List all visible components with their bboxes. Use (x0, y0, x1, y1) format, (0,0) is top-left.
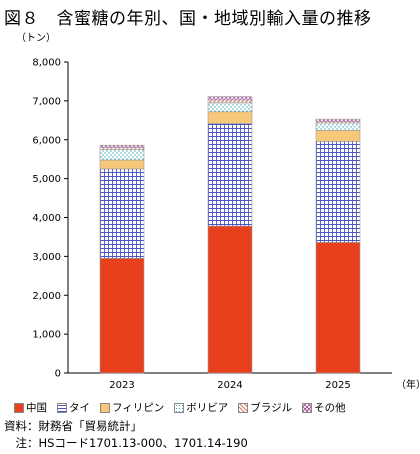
legend-swatch (57, 402, 67, 413)
bar-segment (315, 118, 361, 122)
legend: 中国 タイ フィリピン ボリビア ブラジル その他 (14, 400, 356, 415)
legend-label: タイ (69, 402, 90, 414)
y-tick-label: 4,000 (32, 213, 61, 224)
x-tick-label: 2023 (109, 380, 134, 391)
bar-segment (207, 96, 253, 101)
stacked-bar-chart: （トン） （年） 0 1,000 2,000 3,000 4,000 5,000 6,000… (16, 32, 420, 392)
legend-label: フィリピン (112, 402, 165, 414)
legend-item: ブラジル (238, 400, 292, 415)
legend-swatch (238, 402, 249, 413)
bar-segment (207, 102, 253, 113)
legend-item: その他 (302, 400, 346, 415)
y-tick-label: 6,000 (32, 135, 61, 146)
legend-swatch (174, 402, 185, 413)
bar-segment (99, 258, 145, 374)
bar-segment (207, 123, 253, 227)
x-tick-label: 2025 (325, 380, 350, 391)
legend-swatch (302, 402, 313, 413)
bar-segment (315, 141, 361, 243)
x-axis-label: （年） (396, 378, 420, 391)
y-tick-label: 0 (55, 369, 61, 380)
legend-item: ボリビア (174, 400, 228, 415)
legend-swatch (100, 402, 110, 413)
bar-segment (315, 130, 361, 142)
hs-code-note: 注：HSコード1701.13-000、1701.14-190 (4, 436, 248, 450)
y-tick-label: 3,000 (32, 252, 61, 263)
legend-item: フィリピン (100, 400, 164, 415)
bar-segment (207, 111, 253, 124)
y-axis-label: （トン） (16, 32, 56, 44)
tick-labels: 0 1,000 2,000 3,000 4,000 5,000 6,000 7,000 8,00… (32, 58, 350, 392)
bar-segment (99, 168, 145, 259)
y-tick-label: 7,000 (32, 96, 61, 107)
y-tick-label: 8,000 (32, 58, 61, 69)
legend-label: ブラジル (250, 402, 293, 414)
legend-label: 中国 (26, 402, 47, 414)
y-tick-label: 1,000 (32, 330, 61, 341)
bar-segment (99, 149, 145, 161)
bar-segment (315, 242, 361, 374)
legend-label: その他 (314, 402, 346, 414)
y-tick-label: 2,000 (32, 291, 61, 302)
bars (99, 96, 361, 374)
legend-item: タイ (57, 400, 90, 415)
chart-title: 図８ 含蜜糖の年別、国・地域別輸入量の推移 (4, 9, 372, 29)
x-tick-label: 2024 (217, 380, 242, 391)
legend-label: ボリビア (186, 402, 229, 414)
y-tick-label: 5,000 (32, 174, 61, 185)
legend-item: 中国 (14, 400, 47, 415)
source-note: 資料：財務省「貿易統計」 (4, 419, 142, 433)
bar-segment (99, 144, 145, 148)
bar-segment (207, 225, 253, 374)
legend-swatch (14, 402, 24, 413)
bar-segment (207, 99, 253, 104)
bar-segment (315, 122, 361, 131)
bar-segment (99, 159, 145, 170)
